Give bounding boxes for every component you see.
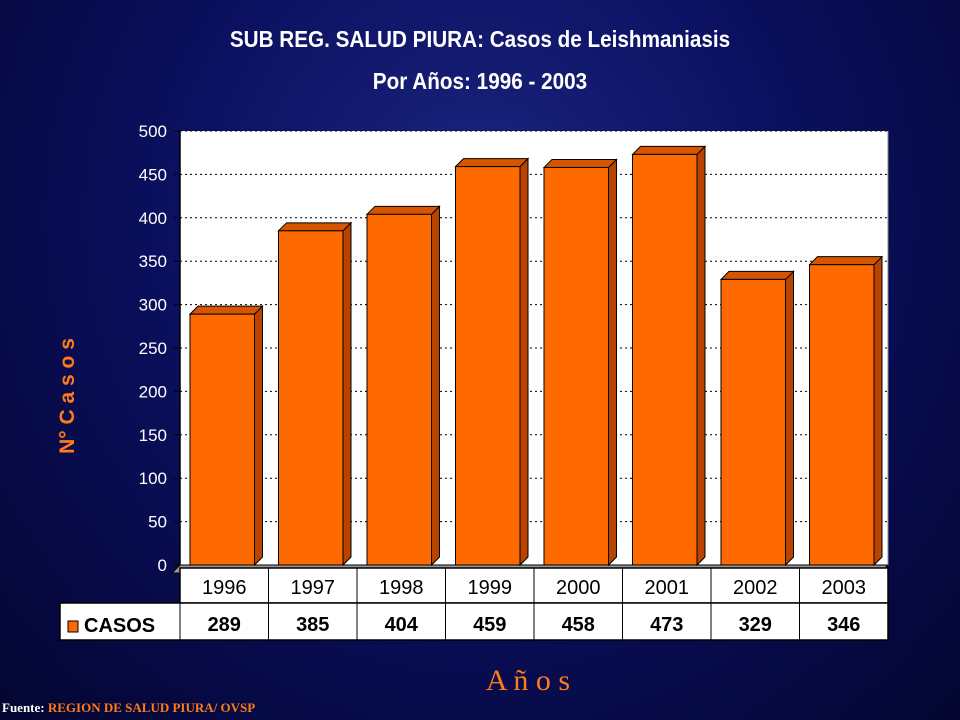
y-tick-label: 200 [139,382,167,401]
bar-side [696,145,706,567]
chart-subtitle: Por Años: 1996 - 2003 [372,68,588,94]
data-label: 329 [739,614,772,636]
x-tick-label: 2002 [733,577,778,599]
data-label: 385 [296,614,329,636]
bar-top [542,158,618,168]
bar-side [342,221,352,567]
x-tick-label: 2001 [645,577,690,599]
y-tick-label: 100 [139,469,167,488]
legend-label: CASOS [84,615,155,637]
table-data-row [59,602,889,641]
bar [189,313,255,566]
data-label: 346 [827,614,860,636]
bar-top [719,270,795,280]
y-axis-label: N° C a s o s [56,338,79,454]
data-label: 473 [650,614,683,636]
x-tick-label: 1996 [202,577,247,599]
x-tick-label: 1998 [379,577,424,599]
bar-side [431,205,440,567]
y-tick-label: 150 [139,426,167,445]
bar [543,166,609,566]
data-label: 458 [562,614,595,636]
bar-top [188,305,264,315]
bar-top [277,222,353,232]
y-tick-label: 250 [139,339,167,358]
x-tick-label: 2003 [822,577,867,599]
data-label: 289 [208,614,241,636]
legend-swatch [67,620,79,633]
bar-top [631,145,707,155]
bar-side [608,158,617,567]
data-label: 459 [473,614,506,636]
bar [366,213,432,566]
x-tick-label: 2000 [556,577,601,599]
source-note: Fuente: REGION DE SALUD PIURA/ OVSP [2,700,255,716]
bar-top [454,158,530,168]
x-tick-label: 1999 [468,577,513,599]
bar-side [519,157,529,567]
bar-side [785,270,794,567]
bar-side [254,304,263,567]
y-tick-label: 350 [139,252,167,271]
x-axis-label: A ñ o s [486,664,570,697]
bar [455,166,521,566]
bar [278,230,344,566]
y-tick-label: 400 [139,209,167,228]
y-tick-label: 450 [139,165,167,184]
y-tick-label: 500 [139,122,167,141]
bar-top [808,256,884,266]
data-label: 404 [385,614,419,636]
y-tick-label: 50 [148,513,167,532]
source-label: Fuente: [2,700,45,715]
x-tick-label: 1997 [291,577,336,599]
bar-top [365,205,441,215]
source-text: REGION DE SALUD PIURA/ OVSP [47,700,256,715]
bar [809,264,875,566]
chart-title: SUB REG. SALUD PIURA: Casos de Leishmani… [229,26,731,52]
bar-side [873,255,883,567]
bar [720,278,786,566]
bar-chart: 0 50 100 150 200 250 300 350 400 450 500 1996 289 199… [56,122,890,697]
y-tick-label: 300 [139,296,167,315]
bar [632,153,698,566]
y-tick-label: 0 [158,556,167,575]
